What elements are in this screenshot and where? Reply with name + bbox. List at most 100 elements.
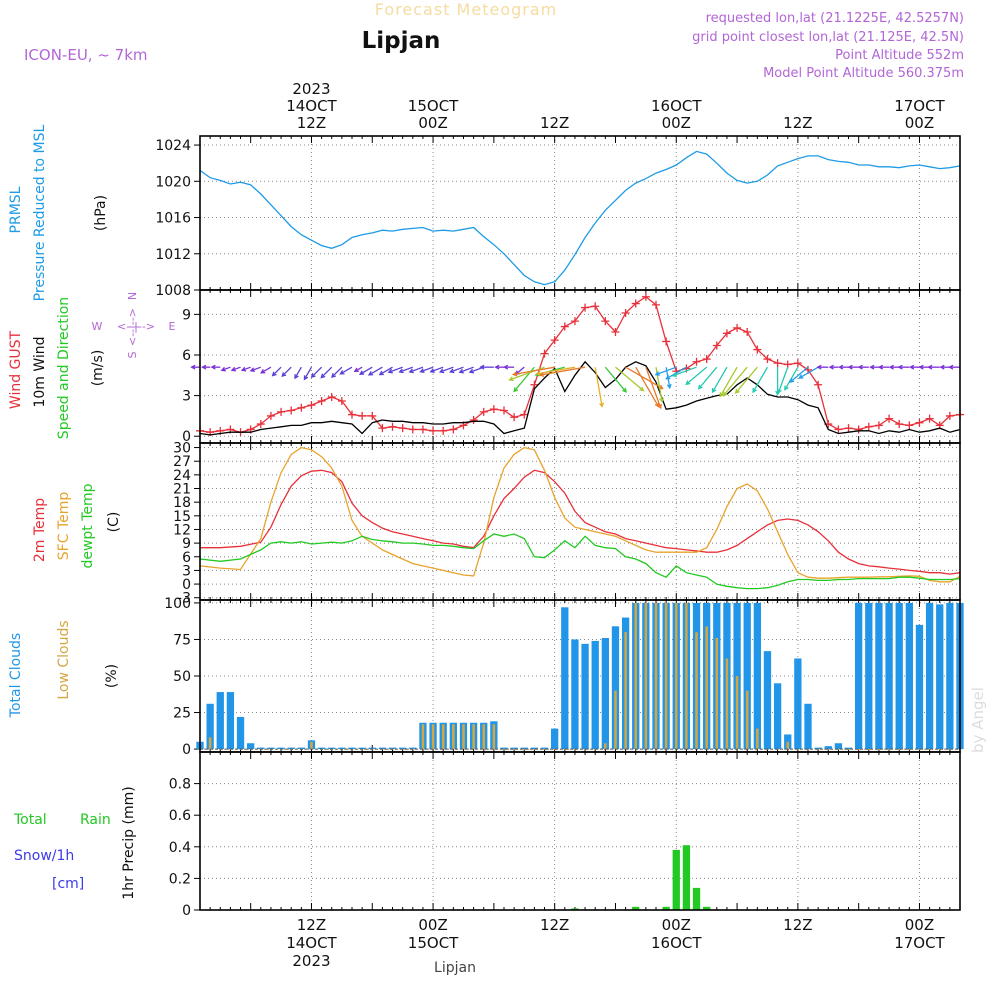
y-tick-label: 1016 (155, 211, 191, 227)
clouds-bar (601, 638, 609, 750)
wind-arrow (388, 366, 403, 373)
clouds-bar (236, 716, 245, 750)
wind-arrow-head (828, 364, 834, 370)
wind-arrow-head (190, 364, 196, 370)
wind-arrow-head (398, 368, 404, 374)
wind-arrow (331, 366, 343, 378)
wind-arrow (379, 366, 393, 376)
wind-arrow-head (734, 388, 740, 394)
y-tick-label: -3 (177, 591, 191, 607)
clouds-bar (875, 602, 883, 750)
gust-marker (479, 407, 488, 416)
wind-arrow-head (449, 368, 455, 374)
wind-arrow-head (789, 378, 795, 383)
wind-arrow-head (777, 388, 782, 395)
wind-arrow-head (538, 372, 545, 377)
temp-unit: (C) (106, 512, 122, 533)
series-sfc-temp (199, 446, 961, 583)
gust-marker (418, 425, 427, 434)
panel-precip: 0 0.2 0.4 0.6 0.8 (169, 751, 961, 919)
wind-arrow-head (897, 364, 903, 370)
gust-marker (733, 323, 742, 332)
y-tick-label: 25 (173, 706, 191, 722)
gust-marker (510, 413, 519, 422)
wind-10m-label: 10m Wind (32, 336, 48, 407)
y-tick-label: 12 (173, 522, 191, 538)
clouds-bar (773, 683, 782, 750)
series-10m-wind (199, 360, 961, 436)
clouds-bar (695, 632, 698, 750)
precip-bar (632, 906, 640, 910)
wind-arrow-head (697, 384, 703, 390)
gust-marker (317, 397, 326, 406)
wind-arrow (303, 366, 313, 380)
clouds-bar (786, 741, 790, 750)
y-tick-label: 1012 (155, 247, 191, 263)
wind-arrow-head (339, 370, 345, 375)
wind-arrow (604, 366, 627, 393)
wind-arrow (221, 366, 231, 371)
wind-arrow (752, 366, 769, 393)
clouds-bar (317, 747, 326, 750)
wind-arrow (540, 366, 586, 376)
clouds-bar (510, 747, 518, 750)
clouds-bar (948, 749, 952, 750)
gust-marker (601, 317, 610, 326)
wind-arrow-head (438, 368, 445, 374)
gust-marker (591, 302, 600, 311)
wind-arrow-head (838, 364, 844, 370)
clouds-bar (897, 749, 901, 750)
wind-arrow-head (665, 374, 671, 380)
panels: 100810121016102010240369-303691215182124… (155, 135, 964, 919)
bottom-time-label: 17OCT (894, 934, 945, 952)
gust-marker (500, 406, 508, 415)
clouds-bar (685, 602, 688, 750)
gust-marker (793, 359, 802, 368)
y-tick-label: 100 (164, 596, 191, 612)
clouds-bar (634, 602, 638, 750)
clouds-bar (794, 658, 802, 750)
wind-arrow-head (303, 375, 309, 381)
bottom-time-label: 00Z (662, 916, 691, 934)
wind-arrow-head (378, 370, 384, 376)
gust-marker (905, 421, 914, 430)
clouds-bar (492, 724, 496, 750)
gust-marker (712, 341, 721, 350)
panel-frame (199, 442, 961, 601)
wind-labels: Wind GUST 10m Wind Speed and Direction (… (8, 292, 176, 439)
wind-arrow-head (508, 376, 514, 382)
wind-arrow-head (468, 368, 474, 374)
wind-arrow (241, 366, 251, 371)
clouds-bar (216, 692, 224, 750)
precip-bar (662, 906, 670, 910)
gust-marker (885, 414, 894, 423)
clouds-bar (753, 602, 761, 750)
bottom-time-label: 12Z (540, 916, 569, 934)
bottom-time-label: 12Z (297, 916, 326, 934)
clouds-bar (804, 703, 812, 750)
compass-s: S (126, 351, 139, 358)
y-tick-label: 50 (173, 669, 191, 685)
gust-marker (854, 425, 863, 434)
wind-arrow (399, 366, 414, 373)
watermark: by Angel (969, 687, 987, 753)
clouds-bar (462, 724, 465, 750)
clouds-bar (310, 741, 313, 750)
bottom-time-label: 14OCT (286, 934, 337, 952)
wind-arrow (698, 366, 718, 390)
clouds-bar (936, 604, 944, 750)
gust-marker (631, 299, 640, 308)
wind-arrow-head (535, 370, 542, 376)
clouds-bar (502, 749, 506, 750)
clouds-bar (452, 724, 455, 750)
wind-arrow (260, 366, 272, 374)
precip-unit: 1hr Precip (mm) (121, 786, 137, 899)
gust-marker (814, 380, 823, 389)
wind-arrow-head (494, 364, 500, 370)
wind-gust-label: Wind GUST (8, 330, 24, 409)
wind-arrow-head (877, 364, 884, 370)
gust-marker (469, 415, 478, 424)
gust-marker (439, 426, 448, 435)
top-time-label: 12Z (783, 114, 812, 132)
